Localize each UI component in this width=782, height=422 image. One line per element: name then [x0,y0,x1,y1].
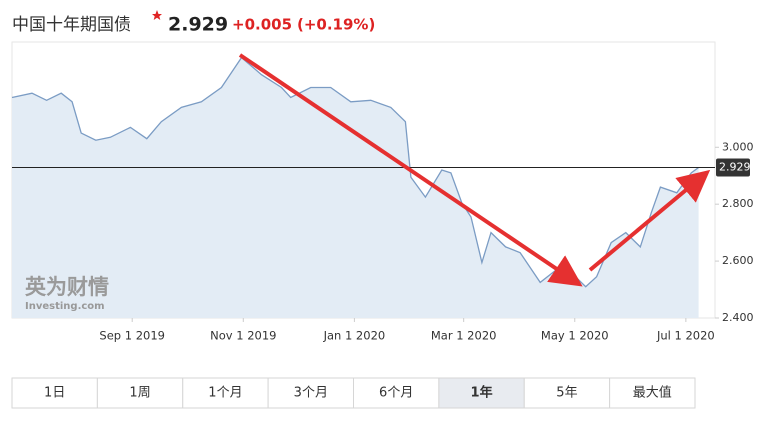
range-button[interactable] [267,377,354,409]
change-pct: (+0.19%) [297,16,375,34]
range-button-label[interactable]: 1年 [471,385,493,401]
watermark-brand: 英为财情 [25,275,109,299]
change: +0.005 [232,16,292,34]
y-tick-label: 2.600 [722,254,754,267]
price: 2.929 [168,14,228,36]
range-button-label[interactable]: 1日 [44,386,65,401]
range-button-label[interactable]: 6个月 [379,386,413,401]
current-label: 2.929 [719,160,751,173]
watermark-site: Investing.com [25,301,105,312]
current-box [716,158,750,177]
x-tick-label: May 1 2020 [541,329,609,343]
arrow [588,169,711,272]
line [11,56,699,288]
range-button-label[interactable]: 最大值 [633,385,672,401]
x-tick-label: Jul 1 2020 [656,329,715,343]
range-button-label[interactable]: 1个月 [208,386,242,401]
y-tick-label: 3.000 [722,140,754,153]
arrow [238,53,583,287]
range-button[interactable] [96,377,184,409]
range-button[interactable] [353,377,440,409]
y-tick-label: 2.400 [722,311,754,324]
area [12,57,699,318]
y-tick-label: 2.800 [722,197,754,210]
range-button-label[interactable]: 5年 [556,386,577,401]
range-button[interactable] [609,377,696,409]
x-tick-label: Mar 1 2020 [431,329,497,343]
x-tick-label: Nov 1 2019 [210,329,276,343]
range-button[interactable] [438,377,525,409]
star-icon [152,10,162,20]
x-tick-label: Sep 1 2019 [99,329,165,343]
x-tick-label: Jan 1 2020 [323,329,386,343]
range-button-label[interactable]: 3个月 [294,386,328,401]
range-button[interactable] [182,377,269,409]
title: 中国十年期国债 [12,15,131,35]
range-button[interactable] [523,377,611,409]
range-button-label[interactable]: 1周 [129,386,150,401]
